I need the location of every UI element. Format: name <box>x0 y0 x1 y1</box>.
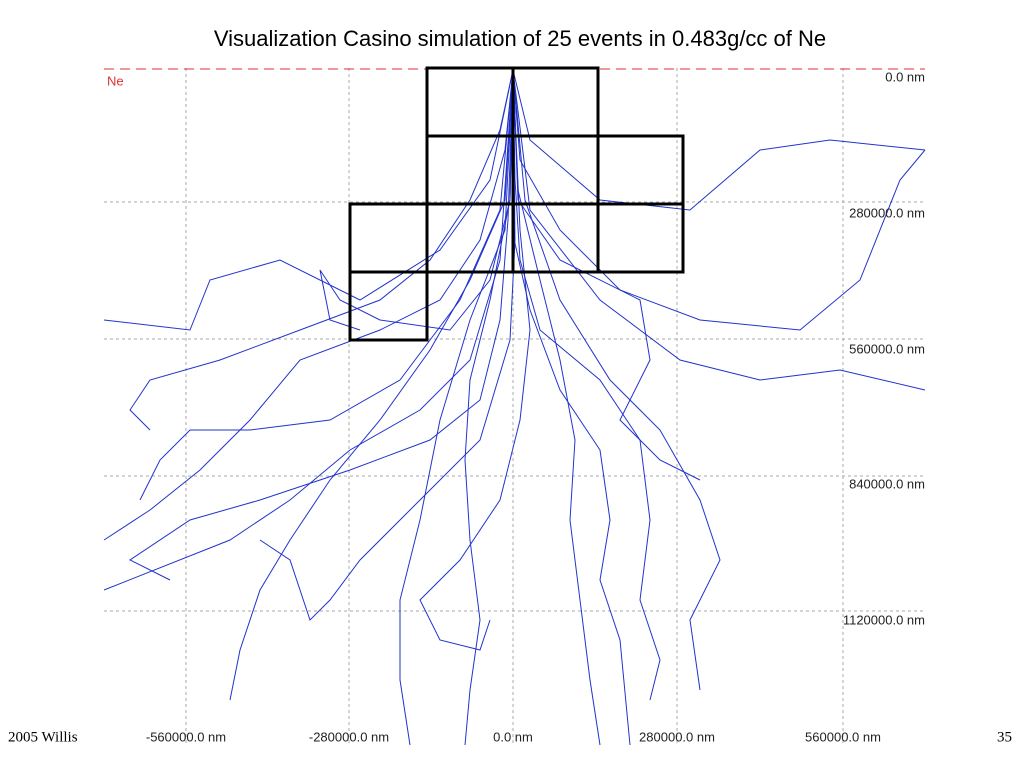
y-tick-label: 0.0 nm <box>885 69 925 84</box>
trajectory <box>512 69 661 701</box>
y-tick-label: 1120000.0 nm <box>843 612 925 627</box>
grid-box <box>348 270 429 342</box>
y-tick-label: 840000.0 nm <box>849 476 925 491</box>
slide-title: Visualization Casino simulation of 25 ev… <box>214 26 826 51</box>
trajectory <box>229 69 514 701</box>
trajectory <box>103 69 514 541</box>
trajectory <box>512 69 721 691</box>
trajectory <box>103 69 514 331</box>
trajectory <box>129 69 514 581</box>
trajectory <box>512 69 601 746</box>
trajectory <box>512 69 926 211</box>
x-tick-label: 0.0 nm <box>493 729 533 744</box>
trajectory <box>319 69 514 331</box>
tick-labels: -560000.0 nm -280000.0 nm 0.0 nm 280000.0 n… <box>146 69 925 744</box>
trajectory <box>139 69 514 501</box>
trajectories <box>103 69 926 746</box>
trajectory <box>419 69 531 651</box>
trajectory <box>511 69 631 746</box>
x-tick-label: 280000.0 nm <box>639 729 715 744</box>
x-tick-label: -280000.0 nm <box>309 729 389 744</box>
trajectory <box>512 69 701 481</box>
trajectory <box>129 69 514 431</box>
x-tick-label: 560000.0 nm <box>805 729 881 744</box>
x-tick-label: -560000.0 nm <box>146 729 226 744</box>
y-tick-label: 280000.0 nm <box>849 205 925 220</box>
page-number: 35 <box>997 729 1012 745</box>
footer: 2005 Willis <box>8 729 78 745</box>
material-label: Ne <box>107 73 124 88</box>
trajectory <box>103 69 514 591</box>
y-tick-label: 560000.0 nm <box>849 341 925 356</box>
trajectory <box>512 69 926 391</box>
trajectory <box>259 69 516 621</box>
trajectory <box>512 69 926 331</box>
grid-box <box>596 202 685 274</box>
grid-boxes <box>348 66 685 342</box>
